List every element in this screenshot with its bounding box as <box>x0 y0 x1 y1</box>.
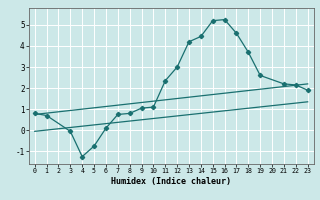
X-axis label: Humidex (Indice chaleur): Humidex (Indice chaleur) <box>111 177 231 186</box>
